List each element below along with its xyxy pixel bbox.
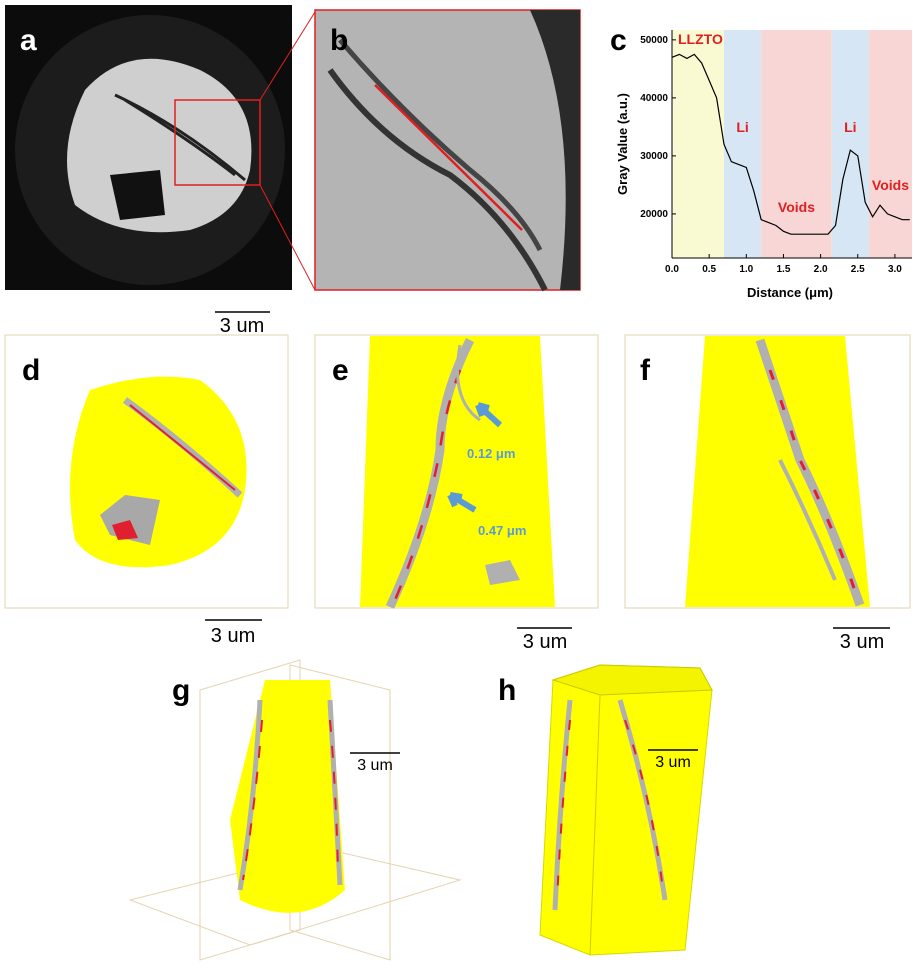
panel-label: d	[22, 354, 40, 387]
x-tick-label: 3.0	[888, 264, 902, 275]
panel-label: a	[20, 24, 37, 57]
y-axis-title: Gray Value (a.u.)	[615, 93, 630, 195]
panel-b: b	[315, 10, 580, 290]
y-tick-label: 40000	[640, 93, 668, 104]
scale-bar-label: 3 um	[523, 631, 567, 653]
region-label: Li	[736, 119, 748, 135]
panel-f: f 3 um	[625, 335, 910, 653]
panel-a: a 3 um	[5, 5, 315, 337]
annotation: 0.12 μm	[467, 446, 515, 461]
region-label: LLZTO	[678, 31, 723, 47]
page: {"panels": [ {"label": "a", "scale_bar":…	[0, 0, 913, 974]
figure: a 3 um b c Distance (μm) Gray Value (a.u…	[0, 0, 913, 974]
region-label: Li	[844, 119, 856, 135]
scale-bar-label: 3 um	[655, 754, 691, 771]
region	[724, 30, 761, 258]
panel-label: f	[640, 354, 651, 387]
panel-label: c	[610, 24, 627, 57]
y-tick-label: 50000	[640, 35, 668, 46]
region	[832, 30, 869, 258]
x-axis-title: Distance (μm)	[747, 285, 833, 300]
x-tick-label: 2.5	[851, 264, 865, 275]
panel-d: d 3 um	[5, 335, 288, 647]
x-tick-label: 1.5	[777, 264, 791, 275]
scale-bar-label: 3 um	[840, 631, 884, 653]
panel-label: h	[498, 674, 516, 707]
panel-e: 0.12 μm 0.47 μm e 3 um	[315, 335, 598, 653]
region	[869, 30, 912, 258]
scale-bar-label: 3 um	[211, 625, 255, 647]
region	[672, 30, 724, 258]
x-tick-label: 0.5	[702, 264, 716, 275]
panel-label: b	[330, 24, 348, 57]
y-tick-label: 30000	[640, 151, 668, 162]
panel-h: h 3 um	[498, 665, 712, 955]
x-tick-label: 0.0	[665, 264, 679, 275]
panel-g: g 3 um	[130, 660, 460, 960]
panel-c: c Distance (μm) Gray Value (a.u.) 20000 3…	[610, 24, 912, 300]
scale-bar-label: 3 um	[357, 757, 393, 774]
x-tick-label: 2.0	[814, 264, 828, 275]
scale-bar-label: 3 um	[220, 315, 264, 337]
x-tick-label: 1.0	[739, 264, 753, 275]
region-label: Voids	[778, 199, 815, 215]
region-label: Voids	[872, 177, 909, 193]
panel-label: g	[172, 674, 190, 707]
annotation: 0.47 μm	[478, 523, 526, 538]
panel-label: e	[332, 354, 349, 387]
y-tick-label: 20000	[640, 209, 668, 220]
